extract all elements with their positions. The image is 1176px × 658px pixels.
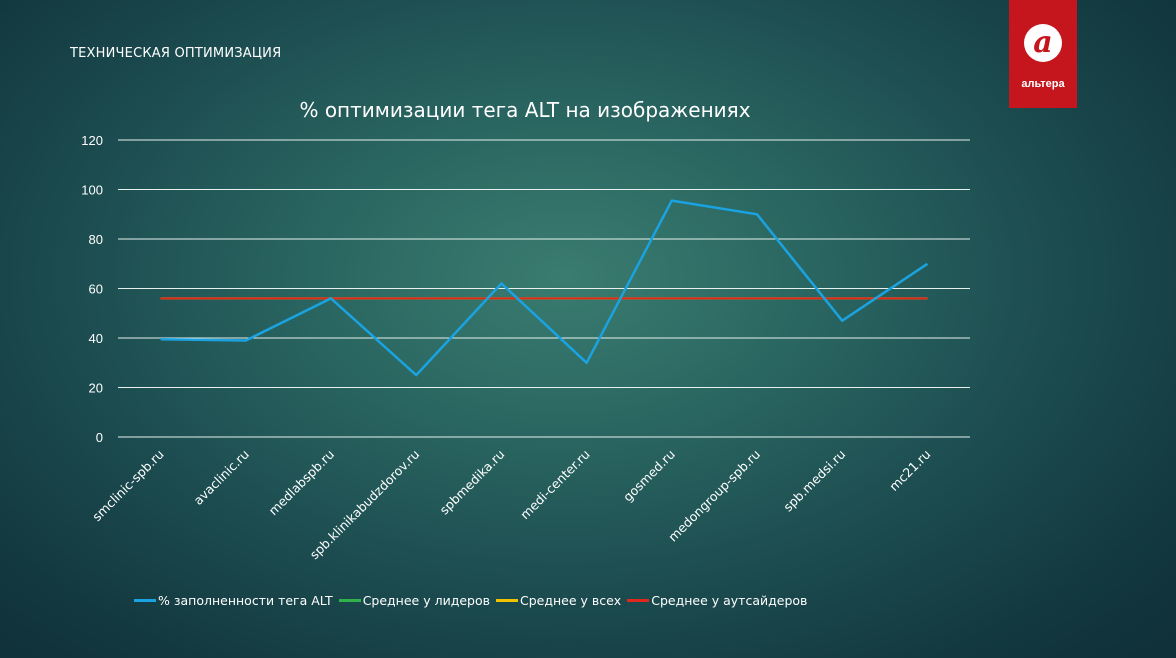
x-tick-label: avaclinic.ru: [191, 447, 252, 508]
x-tick-label: medi-center.ru: [517, 447, 593, 523]
legend-label: Среднее у аутсайдеров: [651, 592, 808, 608]
x-tick-label: gosmed.ru: [620, 447, 678, 505]
legend-label: % заполненности тега ALT: [158, 592, 333, 608]
y-axis: 0 20 40 60 80 100 120: [81, 133, 103, 445]
chart-legend: % заполненности тега ALT Среднее у лидеро…: [134, 592, 813, 608]
x-tick-label: mc21.ru: [886, 447, 933, 494]
x-axis: smclinic-spb.ru avaclinic.ru medlabspb.ru s…: [89, 447, 933, 563]
y-tick-label: 100: [81, 183, 103, 198]
legend-swatch: [134, 598, 156, 602]
brand-logo: a альтера: [1009, 0, 1077, 108]
series-line-1: [160, 199, 929, 377]
legend-label: Среднее у лидеров: [362, 592, 490, 608]
y-tick-label: 120: [81, 133, 103, 148]
legend-swatch: [627, 598, 650, 602]
y-tick-label: 40: [89, 331, 103, 346]
legend-swatch: [338, 598, 361, 602]
x-tick-label: medongroup-spb.ru: [665, 447, 763, 545]
y-tick-label: 20: [89, 381, 103, 396]
logo-text: альтера: [1021, 78, 1065, 90]
chart-grid: [118, 139, 970, 438]
logo-icon: a: [1024, 24, 1062, 62]
chart-title: % оптимизации тега ALT на изображениях: [299, 98, 750, 122]
y-tick-label: 80: [89, 232, 103, 247]
legend-item: Среднее у лидеров: [338, 592, 490, 608]
y-tick-label: 0: [96, 430, 103, 445]
legend-item: Среднее у аутсайдеров: [627, 593, 807, 608]
x-tick-label: smclinic-spb.ru: [89, 447, 167, 525]
legend-item: Среднее у всех: [495, 592, 622, 608]
x-tick-label: medlabspb.ru: [265, 447, 337, 519]
x-tick-label: spbmedika.ru: [437, 447, 508, 518]
x-tick-label: spb.medsi.ru: [780, 447, 848, 515]
y-tick-label: 60: [89, 282, 103, 297]
legend-label: Среднее у всех: [519, 592, 622, 608]
chart-series: [160, 199, 929, 377]
legend-item: % заполненности тега ALT: [134, 593, 333, 608]
slide-title: ТЕХНИЧЕСКАЯ ОПТИМИЗАЦИЯ: [70, 46, 282, 61]
legend-swatch: [495, 598, 518, 602]
